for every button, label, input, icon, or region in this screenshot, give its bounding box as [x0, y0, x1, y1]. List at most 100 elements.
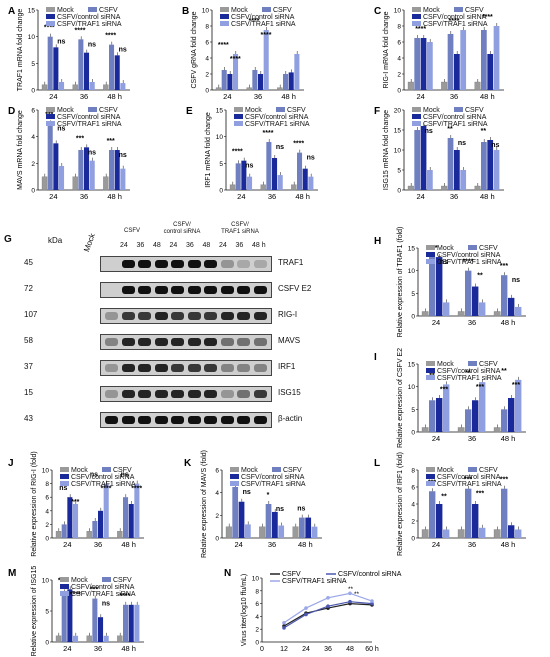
blot-band: [187, 286, 201, 294]
significance-label-n: **: [354, 591, 360, 598]
blot-band: [187, 416, 201, 424]
legend-h-label-2: CSFV/control siRNA: [437, 252, 501, 259]
blot-band: [105, 312, 118, 320]
line-point-2: [326, 596, 330, 600]
bar-a: [59, 82, 65, 90]
blot-row: [100, 334, 272, 350]
y-tick-label-h: 0: [411, 314, 415, 321]
blot-band: [154, 286, 168, 294]
y-tick-label-e: 10: [216, 134, 224, 141]
x-tick-label-h: 24: [432, 318, 440, 327]
blot-band: [204, 286, 217, 294]
y-tick-label-m: 0: [45, 640, 49, 647]
blot-band: [187, 390, 201, 398]
significance-label-e: ns: [245, 163, 253, 170]
blot-band: [253, 260, 267, 268]
legend-j-label-3: CSFV/TRAF1 siRNA: [71, 481, 136, 488]
bar-j: [103, 483, 109, 538]
y-tick-label-c: 6: [397, 40, 401, 47]
legend-b-swatch-0: [220, 7, 229, 12]
bar-l: [515, 529, 522, 538]
legend-label-2: CSFV/TRAF1 siRNA: [282, 578, 347, 585]
protein-label: CSFV E2: [278, 284, 312, 293]
bar-f: [407, 185, 414, 191]
blot-row: [100, 256, 272, 272]
x-tick-label-n: 12: [280, 646, 288, 653]
significance-label-b: ****: [230, 56, 241, 63]
bar-f: [493, 150, 500, 190]
significance-label-a: ****: [75, 27, 86, 34]
blot-band: [253, 286, 267, 294]
significance-label-l: **: [441, 493, 447, 500]
blot-band: [253, 338, 267, 346]
bar-i: [472, 400, 479, 432]
significance-label-e: ns: [307, 155, 315, 162]
y-tick-label-f: 5: [397, 168, 401, 175]
bar-e: [247, 176, 253, 190]
y-tick-label-b: 8: [205, 24, 209, 31]
panel-letter-m: M: [8, 568, 16, 579]
significance-label-j: ****: [131, 486, 142, 493]
legend-l-swatch-3: [426, 481, 435, 486]
legend-e-label-0: Mock: [245, 107, 262, 114]
bar-l: [472, 504, 479, 538]
y-tick-label-c: 2: [397, 72, 401, 79]
legend-j-swatch-1: [102, 467, 111, 472]
bar-c: [493, 26, 500, 90]
x-tick-label-l: 36: [468, 540, 476, 549]
blot-band: [253, 416, 267, 424]
bar-m: [73, 635, 79, 642]
blot-band: [138, 364, 151, 372]
mw-marker: 43: [24, 414, 33, 423]
blot-band: [121, 416, 135, 424]
panel-letter-j: J: [8, 458, 14, 469]
bar-d: [78, 150, 84, 190]
legend-j-label-0: Mock: [71, 467, 88, 474]
bar-d: [89, 160, 95, 190]
legend-m-label-0: Mock: [71, 577, 88, 584]
y-tick-label-l: 4: [411, 502, 415, 509]
bar-i: [479, 382, 486, 432]
bar-c: [441, 81, 448, 91]
blot-band: [171, 338, 184, 346]
y-tick-label-j: 2: [45, 522, 49, 529]
bar-m: [98, 617, 104, 642]
bar-c: [407, 81, 414, 91]
legend-m-label-3: CSFV/TRAF1 siRNA: [71, 591, 136, 598]
x-tick-label-m: 48 h: [121, 644, 136, 653]
significance-label-l: ***: [476, 491, 484, 498]
legend-b-swatch-3: [220, 21, 229, 26]
legend-a-swatch-0: [46, 7, 55, 12]
legend-e-swatch-0: [234, 107, 243, 112]
blot-band: [204, 364, 217, 372]
legend-e-label-1: CSFV: [287, 107, 306, 114]
x-tick-label-b: 24: [223, 92, 231, 101]
significance-label-n: **: [348, 586, 354, 593]
mw-marker: 15: [24, 388, 33, 397]
bar-j: [86, 531, 92, 539]
bar-e: [308, 176, 314, 190]
legend-c-swatch-2: [412, 14, 421, 19]
time-label: 24: [120, 242, 128, 249]
y-axis-label-j: Relative expression of RIG-I (fold): [31, 451, 38, 556]
blot-band: [204, 416, 217, 424]
bar-k: [265, 504, 272, 538]
bar-h: [479, 302, 486, 316]
blot-band: [220, 416, 234, 424]
bar-e: [241, 160, 247, 190]
blot-band: [138, 260, 151, 268]
bar-a: [53, 47, 59, 90]
bar-m: [128, 604, 134, 642]
panel-letter-h: H: [374, 236, 381, 247]
bar-h: [508, 297, 515, 316]
blot-band: [154, 312, 168, 320]
bar-d: [72, 176, 78, 191]
significance-label-b: ****: [218, 42, 229, 49]
bar-f: [441, 185, 448, 191]
bar-b: [277, 87, 283, 91]
protein-label: TRAF1: [278, 258, 304, 267]
significance-label-c: ****: [415, 26, 426, 33]
mw-marker: 72: [24, 284, 33, 293]
legend-b-label-1: CSFV: [273, 7, 292, 14]
panel-letter-i: I: [374, 352, 377, 363]
